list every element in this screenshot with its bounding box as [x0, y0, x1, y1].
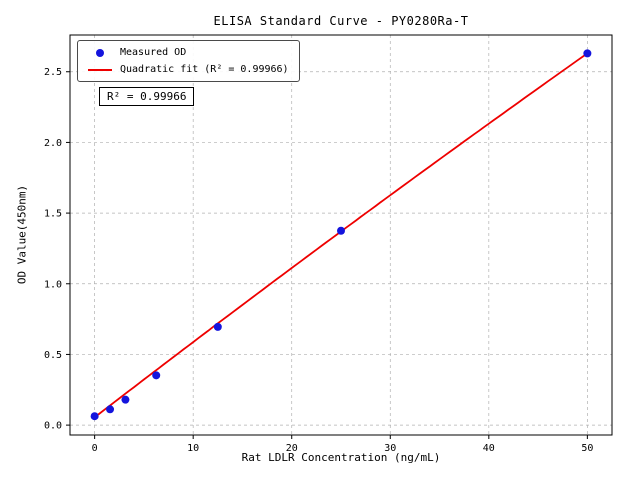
x-tick-label: 50: [581, 443, 593, 454]
data-point: [121, 395, 130, 404]
legend: Measured OD Quadratic fit (R² = 0.99966): [77, 40, 300, 82]
y-tick-label: 1.0: [44, 279, 62, 290]
data-point: [152, 371, 161, 380]
legend-item-quadratic-fit: Quadratic fit (R² = 0.99966): [88, 64, 289, 75]
chart-title: ELISA Standard Curve - PY0280Ra-T: [213, 14, 469, 28]
y-axis-label: OD Value(450nm): [15, 184, 29, 285]
data-point: [337, 226, 345, 235]
legend-marker-wrap: [88, 48, 112, 57]
x-tick-label: 0: [92, 443, 98, 454]
legend-label-quadratic-fit: Quadratic fit (R² = 0.99966): [120, 64, 289, 75]
legend-label-measured-od: Measured OD: [120, 47, 187, 58]
r-squared-annotation: R² = 0.99966: [99, 87, 195, 106]
quadratic-fit-line: [94, 52, 588, 419]
legend-marker-wrap: [88, 68, 112, 71]
x-tick-label: 30: [384, 443, 396, 454]
axes-frame: [69, 34, 613, 436]
x-tick-label: 20: [286, 443, 298, 454]
data-point: [213, 322, 222, 331]
y-tick-label: 1.5: [44, 209, 62, 220]
data-point: [583, 49, 592, 58]
x-axis-label: Rat LDLR Concentration (ng/mL): [241, 451, 441, 464]
y-tick-label: 0.5: [44, 350, 62, 361]
x-tick-label: 40: [483, 443, 495, 454]
data-point: [90, 412, 99, 421]
data-point: [106, 405, 115, 414]
fit-line-icon: [88, 68, 112, 71]
y-tick-label: 0.0: [44, 421, 62, 432]
y-tick-label: 2.5: [44, 67, 62, 78]
legend-item-measured-od: Measured OD: [88, 47, 289, 58]
x-tick-label: 10: [187, 443, 199, 454]
measured-od-dot-icon: [96, 48, 104, 57]
y-tick-label: 2.0: [44, 138, 62, 149]
